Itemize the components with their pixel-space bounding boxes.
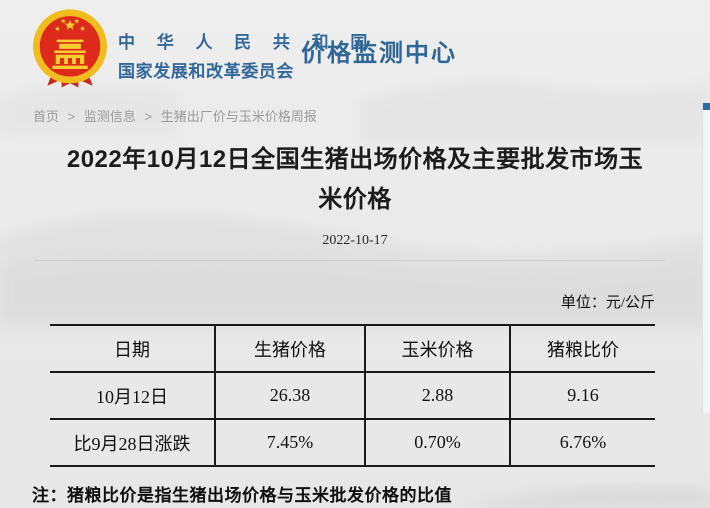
breadcrumb-home[interactable]: 首页 xyxy=(33,109,60,124)
publish-date: 2022-10-17 xyxy=(322,233,388,248)
cell-corn-price: 2.88 xyxy=(364,372,510,419)
site-header: 中 华 人 民 共 和 国 国家发展和改革委员会 价格监测中心 xyxy=(0,0,710,96)
scrollbar-thumb[interactable] xyxy=(703,103,710,110)
cell-ratio-change: 6.76% xyxy=(509,419,655,466)
china-national-emblem-icon xyxy=(33,9,107,88)
scrollbar-track[interactable] xyxy=(702,103,710,413)
col-header-corn-price: 玉米价格 xyxy=(364,325,510,372)
cell-date: 10月12日 xyxy=(96,386,168,407)
org-name-line2: 国家发展和改革委员会 xyxy=(118,62,294,81)
unit-label: 单位：元/公斤 xyxy=(560,295,655,311)
table-row: 比9月28日涨跌 7.45% 0.70% 6.76% xyxy=(50,419,655,466)
cell-corn-change: 0.70% xyxy=(364,419,510,466)
breadcrumb-current-page: 生猪出厂价与玉米价格周报 xyxy=(160,109,317,124)
table-row: 10月12日 26.38 2.88 9.16 xyxy=(50,372,655,419)
table-header-row: 日期 生猪价格 玉米价格 猪粮比价 xyxy=(50,325,655,372)
col-header-hog-grain-ratio: 猪粮比价 xyxy=(509,325,655,372)
breadcrumb: 首页 > 监测信息 > 生猪出厂价与玉米价格周报 xyxy=(33,106,322,125)
price-table: 日期 生猪价格 玉米价格 猪粮比价 10月12日 26.38 2.88 9.16… xyxy=(50,324,655,467)
breadcrumb-separator: > xyxy=(144,109,153,124)
cell-hog-price: 26.38 xyxy=(214,372,365,419)
table-footnote: 注：猪粮比价是指生猪出场价格与玉米批发价格的比值 xyxy=(32,486,452,505)
article-title-wrap: 2022年10月12日全国生猪出场价格及主要批发市场玉米价格 xyxy=(0,140,710,220)
cell-change-label: 比9月28日涨跌 xyxy=(73,433,191,454)
page-title: 2022年10月12日全国生猪出场价格及主要批发市场玉米价格 xyxy=(66,146,644,213)
site-logo[interactable] xyxy=(28,6,112,90)
col-header-hog-price: 生猪价格 xyxy=(214,325,365,372)
org-name: 中 华 人 民 共 和 国 国家发展和改革委员会 xyxy=(118,28,376,82)
cell-ratio: 9.16 xyxy=(509,372,655,419)
cell-hog-change: 7.45% xyxy=(214,419,365,466)
breadcrumb-separator: > xyxy=(67,109,76,124)
title-divider xyxy=(35,260,665,261)
site-name[interactable]: 价格监测中心 xyxy=(301,40,457,67)
org-name-line1: 中 华 人 民 共 和 国 xyxy=(118,33,376,52)
col-header-date: 日期 xyxy=(114,339,150,360)
breadcrumb-monitor-info[interactable]: 监测信息 xyxy=(83,109,136,124)
